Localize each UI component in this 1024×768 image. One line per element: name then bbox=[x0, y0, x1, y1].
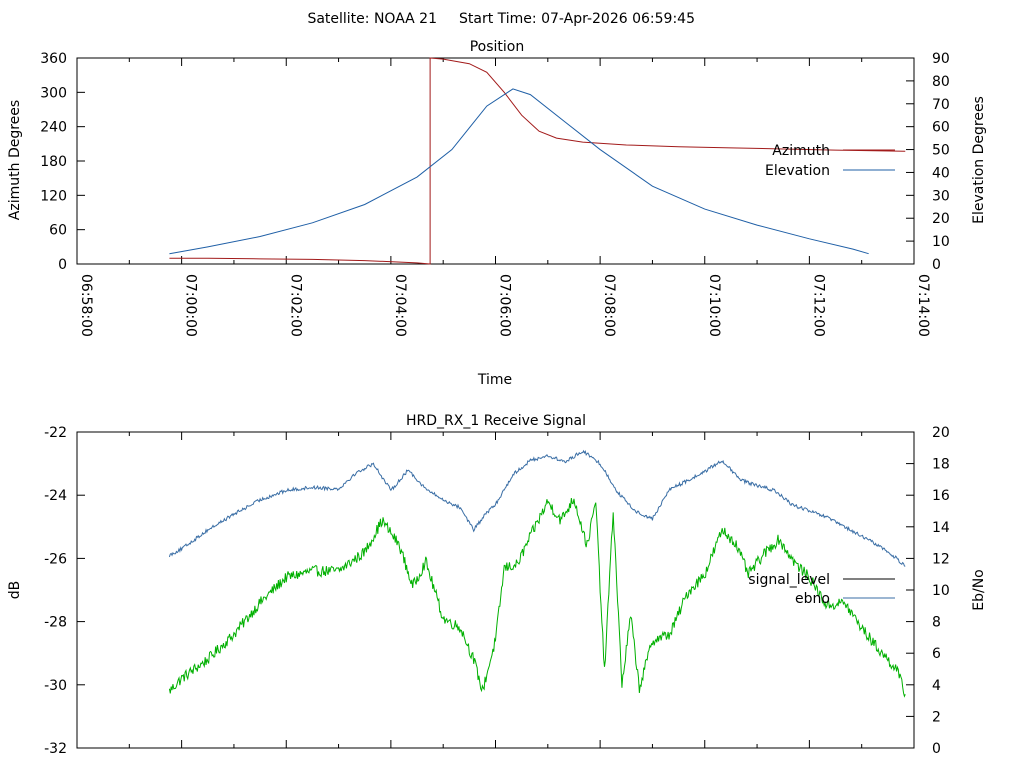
receive-signal-y-tick-label: -24 bbox=[44, 488, 67, 504]
position-y2-tick-label: 90 bbox=[932, 51, 950, 67]
figure-header-satellite: Satellite: NOAA 21 bbox=[307, 11, 437, 27]
position-x-tick-label: 07:06:00 bbox=[497, 274, 513, 337]
position-x-tick-label: 07:14:00 bbox=[915, 274, 931, 337]
position-y2-tick-label: 30 bbox=[932, 188, 950, 204]
receive-signal-y-tick-label: -28 bbox=[44, 615, 67, 631]
position-y-tick-label: 360 bbox=[40, 51, 67, 67]
receive-signal-y-axis-label: dB bbox=[7, 581, 23, 600]
position-y-tick-label: 0 bbox=[58, 257, 67, 273]
position-y2-tick-label: 60 bbox=[932, 120, 950, 136]
receive-signal-legend-label-signal-level: signal_level bbox=[748, 572, 830, 588]
position-chart-title: Position bbox=[470, 39, 525, 55]
receive-signal-y2-tick-label: 8 bbox=[932, 615, 941, 631]
position-x-tick-label: 07:12:00 bbox=[810, 274, 826, 337]
receive-signal-y2-tick-label: 4 bbox=[932, 678, 941, 694]
position-y-tick-label: 300 bbox=[40, 85, 67, 101]
position-y2-tick-label: 20 bbox=[932, 211, 950, 227]
position-y2-tick-label: 50 bbox=[932, 143, 950, 159]
receive-signal-plot-frame bbox=[76, 431, 915, 749]
receive-signal-y2-tick-label: 10 bbox=[932, 583, 950, 599]
receive-signal-y2-tick-label: 18 bbox=[932, 457, 950, 473]
position-y2-tick-label: 0 bbox=[932, 257, 941, 273]
receive-signal-legend-label-ebno: ebno bbox=[795, 591, 830, 607]
position-x-tick-label: 07:04:00 bbox=[392, 274, 408, 337]
position-axes: 06:58:00 07:00:00 07:02:00 07:04:00 07:06:00… bbox=[40, 51, 950, 337]
position-y-tick-label: 120 bbox=[40, 188, 67, 204]
receive-signal-y2-tick-label: 14 bbox=[932, 520, 950, 536]
receive-signal-chart-title: HRD_RX_1 Receive Signal bbox=[406, 413, 586, 429]
receive-signal-y-tick-label: -22 bbox=[44, 425, 67, 441]
receive-signal-chart: HRD_RX_1 Receive Signal dB Eb/No -32-30-… bbox=[7, 413, 987, 757]
receive-signal-y2-tick-label: 2 bbox=[932, 709, 941, 725]
position-legend-label-elevation: Elevation bbox=[765, 163, 830, 179]
receive-signal-y-tick-label: -26 bbox=[44, 551, 67, 567]
receive-signal-line-signal-level bbox=[168, 497, 906, 698]
position-y2-tick-label: 80 bbox=[932, 74, 950, 90]
position-y-tick-label: 240 bbox=[40, 120, 67, 136]
receive-signal-y2-tick-label: 16 bbox=[932, 488, 950, 504]
position-y2-axis-label: Elevation Degrees bbox=[971, 96, 987, 224]
position-x-tick-label: 07:00:00 bbox=[183, 274, 199, 337]
receive-signal-lines bbox=[168, 449, 906, 698]
receive-signal-axes: -32 -30 -28 -26 -24 -22 0 2 4 6 8 10 12 14 16 18 20 bbox=[44, 425, 950, 757]
receive-signal-y2-tick-label: 6 bbox=[932, 646, 941, 662]
receive-signal-y2-axis-label: Eb/No bbox=[971, 569, 987, 611]
receive-signal-line-ebno bbox=[168, 449, 906, 567]
receive-signal-y2-tick-label: 20 bbox=[932, 425, 950, 441]
figure-header-start-time: Start Time: 07-Apr-2026 06:59:45 bbox=[459, 11, 695, 27]
position-x-tick-label: 07:08:00 bbox=[601, 274, 617, 337]
position-x-tick-label: 06:58:00 bbox=[78, 274, 94, 337]
position-x-axis-label: Time bbox=[477, 372, 512, 388]
position-line-elevation bbox=[169, 88, 869, 255]
position-line-azimuth bbox=[169, 57, 906, 265]
position-lines bbox=[169, 57, 906, 265]
position-y2-tick-label: 70 bbox=[932, 97, 950, 113]
position-x-tick-label: 07:10:00 bbox=[706, 274, 722, 337]
receive-signal-y-tick-label: -30 bbox=[44, 678, 67, 694]
position-legend: Azimuth Elevation bbox=[765, 143, 895, 179]
receive-signal-y2-tick-label: 0 bbox=[932, 741, 941, 757]
position-x-tick-label: 07:02:00 bbox=[287, 274, 303, 337]
receive-signal-y2-tick-label: 12 bbox=[932, 551, 950, 567]
position-y-tick-label: 60 bbox=[49, 223, 67, 239]
position-y2-tick-label: 40 bbox=[932, 165, 950, 181]
position-y-axis-label: Azimuth Degrees bbox=[7, 100, 23, 220]
position-y2-tick-label: 10 bbox=[932, 234, 950, 250]
position-y-tick-label: 180 bbox=[40, 154, 67, 170]
position-chart: Position Azimuth Degrees Elevation Degre… bbox=[7, 39, 987, 388]
receive-signal-y-tick-label: -32 bbox=[44, 741, 67, 757]
position-legend-label-azimuth: Azimuth bbox=[772, 143, 830, 159]
